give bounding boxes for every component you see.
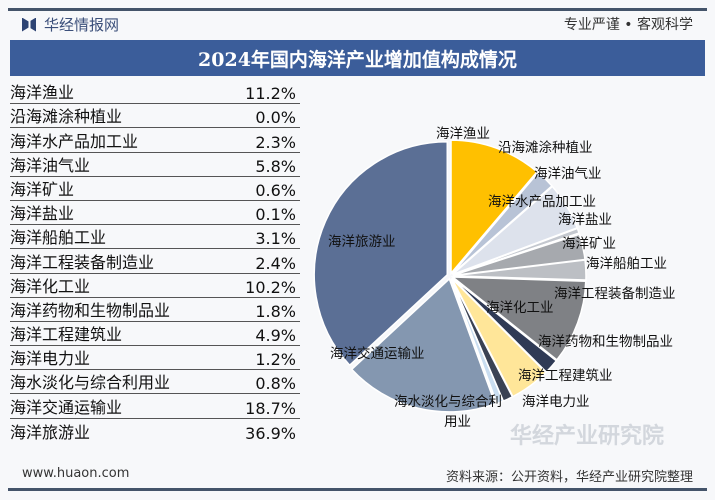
row-value: 0.6% — [255, 180, 296, 200]
table-row: 海水淡化与综合利用业 0.8% — [10, 370, 300, 395]
table-row: 海洋工程装备制造业 2.4% — [10, 249, 300, 274]
pie-chart: 海洋渔业沿海滩涂种植业海洋水产品加工业海洋油气业海洋矿业海洋盐业海洋船舶工业海洋… — [313, 126, 676, 430]
row-value: 1.8% — [255, 301, 296, 321]
bottom-rule — [8, 488, 707, 491]
slice-label: 海洋工程装备制造业 — [554, 285, 676, 302]
table-row: 海洋交通运输业 18.7% — [10, 394, 300, 419]
slice-label: 海洋矿业 — [562, 236, 616, 252]
table-row: 海洋药物和生物制品业 1.8% — [10, 298, 300, 322]
row-label: 海洋水产品加工业 — [10, 131, 139, 151]
slice-label: 海洋工程建筑业 — [518, 368, 613, 384]
brand-name: 华经情报网 — [44, 16, 120, 34]
slogan: 专业严谨 • 客观科学 — [563, 17, 693, 33]
pie-slice — [313, 141, 448, 367]
row-value: 36.9% — [245, 423, 296, 443]
brand: 华经情报网 — [22, 14, 119, 35]
slice-label: 海洋化工业 — [486, 300, 554, 316]
row-value: 2.3% — [255, 132, 296, 152]
row-value: 0.1% — [255, 205, 296, 225]
row-label: 海洋油气业 — [10, 155, 91, 175]
table-row: 海洋旅游业 36.9% — [10, 419, 300, 443]
slice-label: 海洋船舶工业 — [586, 256, 667, 272]
slice-label: 海洋盐业 — [558, 212, 612, 228]
row-value: 5.8% — [255, 156, 296, 176]
row-label: 海洋药物和生物制品业 — [10, 300, 171, 320]
chart-title: 2024年国内海洋产业增加值构成情况 — [10, 40, 705, 76]
table-row: 海洋油气业 5.8% — [10, 153, 300, 177]
table-row: 海洋渔业 11.2% — [10, 80, 300, 105]
slice-label: 海洋交通运输业 — [330, 345, 425, 362]
brand-logo-icon — [22, 17, 36, 32]
row-label: 海洋旅游业 — [10, 422, 91, 442]
table-row: 海洋船舶工业 3.1% — [10, 225, 300, 250]
footer-url[interactable]: www.huaon.com — [22, 466, 130, 481]
slice-label: 海洋渔业 — [436, 126, 490, 142]
table-row: 海洋水产品加工业 2.3% — [10, 128, 300, 153]
row-value: 11.2% — [245, 84, 296, 104]
table-row: 海洋矿业 0.6% — [10, 177, 300, 201]
table-row: 海洋电力业 1.2% — [10, 346, 300, 371]
row-label: 海洋交通运输业 — [10, 397, 123, 417]
row-label: 海洋船舶工业 — [10, 228, 107, 248]
slice-label: 海洋药物和生物制品业 — [538, 334, 673, 350]
watermark: 华经产业研究院 — [510, 424, 665, 449]
row-value: 0.0% — [255, 108, 296, 128]
row-label: 沿海滩涂种植业 — [10, 107, 123, 127]
row-label: 海洋渔业 — [10, 83, 75, 103]
data-table: 海洋渔业 11.2% 沿海滩涂种植业 0.0% 海洋水产品加工业 2.3% 海洋油气业 5.8… — [10, 80, 300, 443]
row-value: 3.1% — [255, 229, 296, 249]
pie-slice — [451, 171, 553, 275]
slice-label: 沿海滩涂种植业 — [498, 140, 593, 156]
pie-slice — [350, 277, 497, 413]
source-note: 资料来源：公开资料，华经产业研究院整理 — [445, 470, 693, 485]
row-value: 4.9% — [255, 326, 296, 346]
row-label: 海洋工程装备制造业 — [10, 252, 155, 272]
pie-slice — [452, 259, 587, 281]
slice-label: 海洋电力业 — [522, 394, 590, 410]
row-label: 海水淡化与综合利用业 — [10, 373, 171, 393]
row-value: 1.2% — [255, 350, 296, 370]
table-row: 海洋化工业 10.2% — [10, 274, 300, 298]
row-label: 海洋化工业 — [10, 276, 91, 296]
slice-label: 海洋油气业 — [534, 166, 602, 182]
table-row: 海洋盐业 0.1% — [10, 201, 300, 226]
row-value: 0.8% — [255, 374, 296, 394]
pie-slice — [450, 276, 587, 361]
row-label: 海洋盐业 — [10, 204, 75, 224]
pie-slice — [450, 139, 539, 276]
slice-label: 海洋旅游业 — [328, 234, 396, 250]
top-rule — [8, 8, 707, 11]
row-value: 10.2% — [245, 277, 296, 297]
row-value: 18.7% — [245, 398, 296, 418]
pie-slice — [450, 278, 505, 405]
table-row: 海洋工程建筑业 4.9% — [10, 322, 300, 347]
table-row: 沿海滩涂种植业 0.0% — [10, 104, 300, 129]
row-label: 海洋工程建筑业 — [10, 325, 123, 345]
row-value: 2.4% — [255, 253, 296, 273]
slice-label: 海洋水产品加工业 — [488, 194, 596, 210]
row-label: 海洋矿业 — [10, 179, 75, 199]
slice-label: 海水淡化与综合利用业 — [394, 394, 502, 430]
row-label: 海洋电力业 — [10, 349, 91, 369]
